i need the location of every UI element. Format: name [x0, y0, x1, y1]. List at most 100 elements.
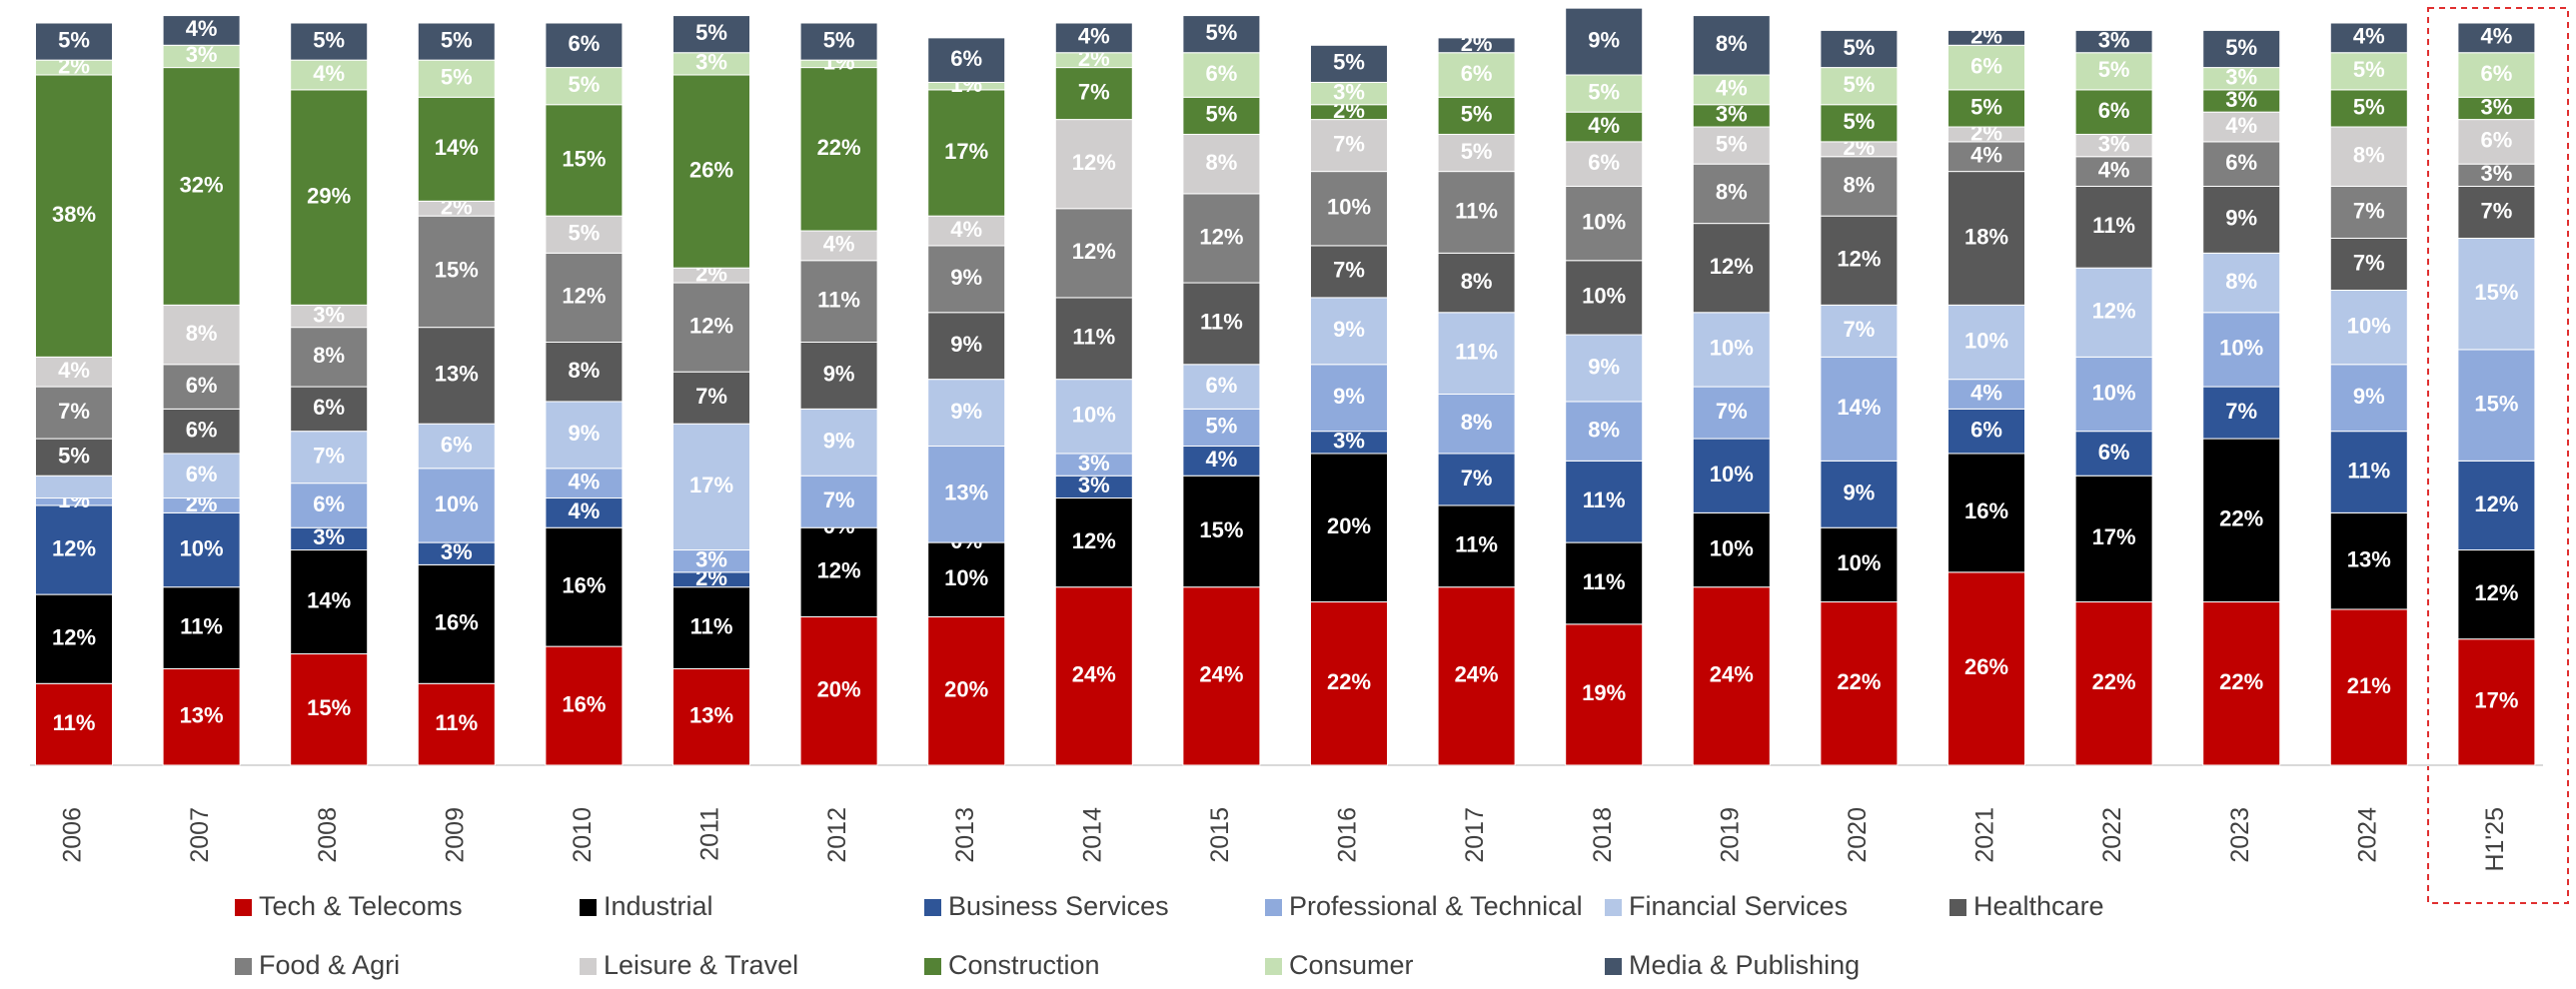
bar-segment: [1182, 586, 1261, 766]
value-label: 3%: [1333, 79, 1365, 104]
value-label: 10%: [1710, 535, 1754, 560]
value-label: 5%: [823, 27, 855, 52]
bar-segment: [2202, 252, 2281, 314]
bar-segment: [927, 245, 1006, 314]
value-label: 8%: [1461, 269, 1493, 294]
bar-segment: [2457, 237, 2536, 351]
value-label: 11%: [2092, 213, 2135, 238]
bar-segment: [35, 682, 113, 766]
value-label: 7%: [1333, 131, 1365, 156]
x-tick-label: 2012: [823, 807, 851, 863]
value-label: 5%: [1333, 50, 1365, 75]
value-label: 7%: [2353, 250, 2385, 275]
value-label: 6%: [2225, 150, 2257, 175]
value-label: 12%: [1837, 247, 1881, 272]
value-label: 12%: [1710, 254, 1754, 279]
bar-segment: [2074, 475, 2153, 603]
value-label: 10%: [1837, 550, 1881, 575]
bar-segment: [2457, 185, 2536, 239]
bar-segment: [35, 74, 113, 358]
value-label: 26%: [689, 157, 733, 182]
value-label: 9%: [950, 399, 982, 424]
bar-segment: [1692, 511, 1771, 588]
value-label: 4%: [1970, 380, 2002, 405]
value-label: 5%: [1588, 79, 1620, 104]
value-label: 6%: [186, 462, 218, 487]
value-label: 9%: [950, 332, 982, 357]
value-label: 12%: [2092, 299, 2136, 324]
value-label: 13%: [180, 703, 224, 728]
legend-swatch: [1949, 899, 1966, 916]
value-label: 9%: [1844, 481, 1876, 505]
value-label: 32%: [180, 172, 224, 197]
value-label: 19%: [1582, 680, 1626, 705]
value-label: 10%: [944, 565, 988, 590]
legend-swatch: [580, 899, 597, 916]
x-tick-label: 2022: [2098, 807, 2126, 863]
value-label: 5%: [2353, 94, 2385, 119]
value-label: 8%: [1588, 417, 1620, 442]
bar-segment: [799, 475, 878, 528]
value-label: 8%: [1716, 31, 1748, 56]
value-label: 8%: [1461, 410, 1493, 435]
value-label: 2%: [1970, 24, 2002, 49]
x-tick-label: 2021: [1971, 807, 1999, 863]
bar-segment: [1182, 52, 1261, 98]
value-label: 11%: [1583, 488, 1626, 512]
bar-segment: [1820, 67, 1899, 106]
value-label: 7%: [313, 443, 345, 468]
bar-segment: [2457, 119, 2536, 165]
value-label: 7%: [58, 399, 90, 424]
value-label: 11%: [180, 613, 223, 638]
bar-segment: [1310, 44, 1388, 83]
value-label: 12%: [52, 535, 96, 560]
legend-label: Media & Publishing: [1629, 950, 1860, 980]
x-tick-label: 2023: [2226, 807, 2254, 863]
value-label: 22%: [2219, 669, 2263, 694]
bar-segment: [799, 615, 878, 766]
bar-segment: [1820, 104, 1899, 143]
value-label: 9%: [569, 421, 601, 446]
value-label: 22%: [2092, 669, 2136, 694]
value-label: 5%: [313, 27, 345, 52]
legend-swatch: [1265, 899, 1282, 916]
bar-segment: [1054, 497, 1133, 588]
value-label: 14%: [435, 135, 479, 160]
bar-segment: [1947, 44, 2025, 91]
bar-segment: [2457, 460, 2536, 551]
value-label: 4%: [1078, 24, 1110, 49]
bar-segment: [927, 37, 1006, 83]
legend-label: Construction: [948, 950, 1100, 980]
value-label: 6%: [1970, 417, 2002, 442]
bar-segment: [1692, 438, 1771, 513]
bar-segment: [672, 667, 750, 766]
bar-segment: [290, 22, 369, 61]
bar-segment: [417, 468, 496, 543]
bar-segment: [1182, 364, 1261, 410]
bar-segment: [2074, 185, 2153, 269]
bar-segment: [1565, 460, 1644, 543]
value-label: 7%: [1844, 317, 1876, 342]
value-label: 14%: [307, 587, 351, 612]
value-label: 7%: [2225, 399, 2257, 424]
value-label: 6%: [186, 373, 218, 398]
value-label: 3%: [186, 42, 218, 67]
bar-segment: [2202, 29, 2281, 69]
bar-segment: [1820, 29, 1899, 69]
legend-label: Financial Services: [1629, 891, 1848, 921]
value-label: 22%: [2219, 506, 2263, 531]
value-label: 18%: [1964, 224, 2008, 249]
legend-swatch: [1605, 899, 1622, 916]
value-label: 11%: [1455, 532, 1498, 557]
bar-segment: [1692, 163, 1771, 225]
value-label: 5%: [1461, 139, 1493, 164]
value-label: 10%: [1710, 336, 1754, 361]
bar-segment: [2457, 52, 2536, 98]
bar-segment: [1947, 89, 2025, 128]
value-label: 22%: [817, 135, 861, 160]
bar-segment: [927, 89, 1006, 217]
legend-swatch: [1605, 958, 1622, 975]
bar-segment: [162, 304, 241, 366]
bar-segment: [2202, 438, 2281, 603]
